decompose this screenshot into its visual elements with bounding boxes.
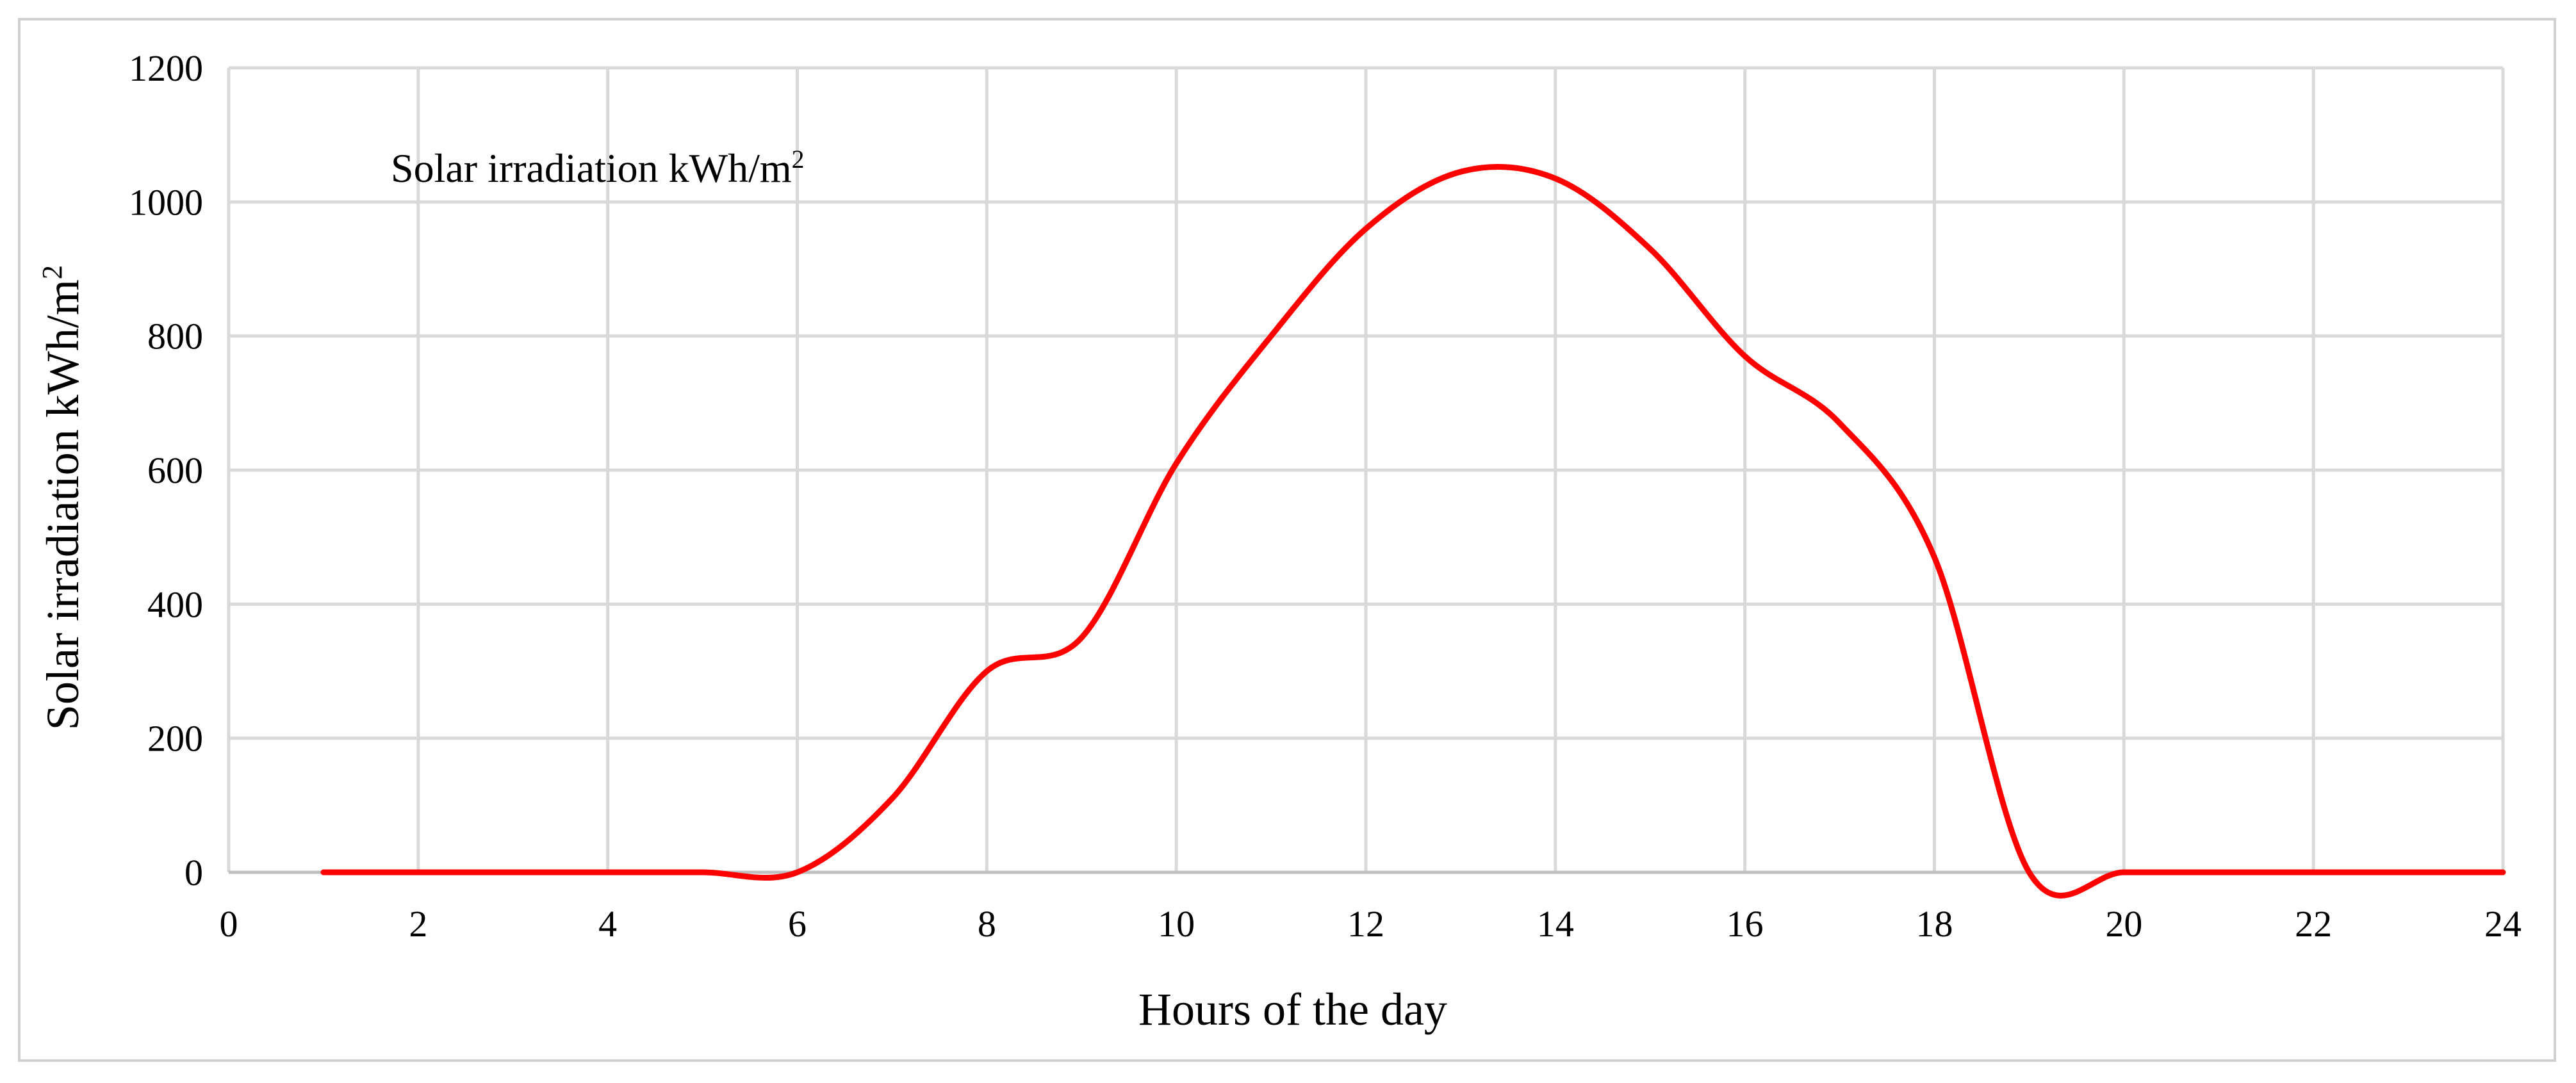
y-tick-label: 1200 (129, 47, 203, 89)
x-tick-label: 0 (220, 903, 238, 945)
x-tick-label: 16 (1727, 903, 1764, 945)
y-tick-label: 800 (147, 316, 203, 357)
grid-lines (227, 66, 2505, 872)
x-axis-title: Hours of the day (1138, 984, 1447, 1035)
y-tick-label: 600 (147, 450, 203, 491)
x-tick-label: 6 (788, 903, 807, 945)
y-tick-labels: 0 200 400 600 800 1000 1200 (129, 47, 203, 893)
series-lines (320, 163, 2506, 899)
chart-frame: 0 200 400 600 800 1000 1200 0 2 4 6 8 10 12 14 16 18 20 2… (18, 18, 2556, 1062)
y-tick-label: 200 (147, 718, 203, 760)
x-tick-label: 12 (1347, 903, 1384, 945)
y-axis-title: Solar irradiation kWh/m2 (36, 265, 88, 730)
x-tick-label: 20 (2105, 903, 2142, 945)
legend-entry: Solar irradiation kWh/m2 (391, 145, 804, 191)
x-tick-label: 18 (1916, 903, 1953, 945)
y-tick-label: 1000 (129, 181, 203, 223)
x-tick-label: 14 (1537, 903, 1574, 945)
series-line (320, 163, 2506, 899)
x-tick-label: 4 (598, 903, 617, 945)
x-tick-label: 24 (2484, 903, 2522, 945)
x-tick-label: 22 (2295, 903, 2332, 945)
x-tick-label: 10 (1158, 903, 1195, 945)
x-tick-label: 8 (978, 903, 996, 945)
x-tick-label: 2 (409, 903, 427, 945)
y-tick-label: 0 (185, 852, 203, 893)
y-tick-label: 400 (147, 583, 203, 625)
x-tick-labels: 0 2 4 6 8 10 12 14 16 18 20 22 24 (220, 903, 2522, 945)
